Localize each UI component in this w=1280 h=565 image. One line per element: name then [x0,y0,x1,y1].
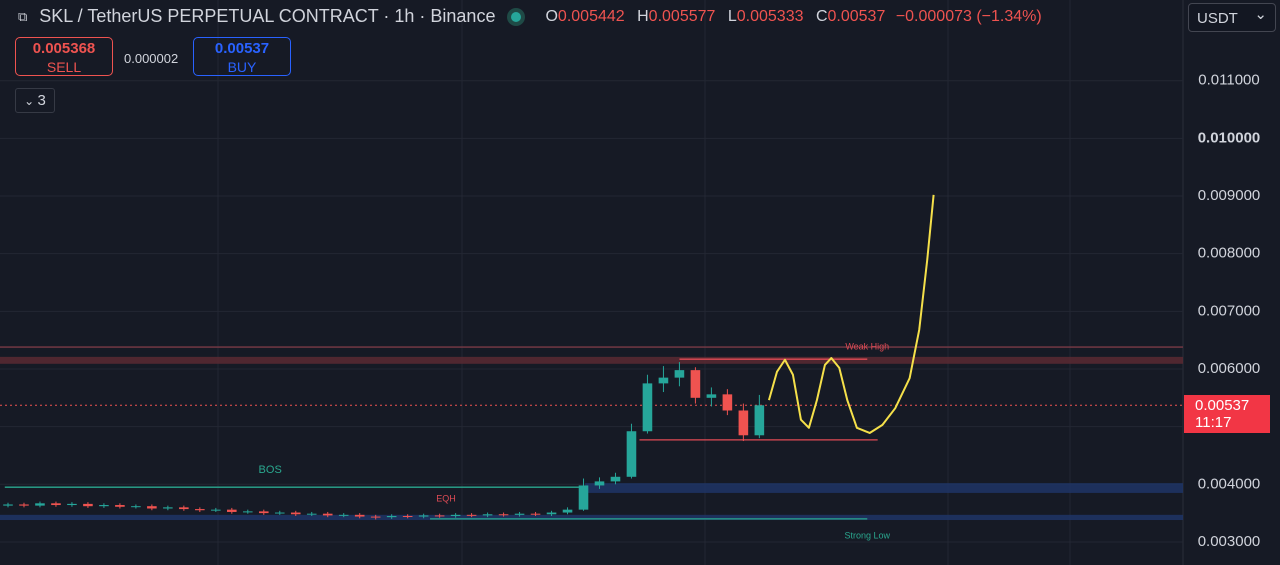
sell-label: SELL [46,59,82,75]
ohlc-value: 0.005442 [557,7,625,25]
candle-body [3,504,13,506]
candle-body [722,394,733,411]
zone [0,356,1183,364]
candle-body [147,506,157,509]
candle-body [338,514,349,516]
candle-body [195,509,205,511]
candle-body [562,509,573,513]
candle-body [35,503,45,506]
candle-body [642,383,653,432]
candle-body [706,394,717,398]
candle-body [115,505,125,507]
candle-body [370,516,381,518]
candle-body [51,503,61,506]
ohlc-value: 0.005333 [736,7,804,25]
ohlc-value: 0.005577 [648,7,716,25]
candle-body [386,515,397,518]
candle-body [227,509,237,512]
candle-body [19,504,29,506]
candle-body [131,506,141,508]
y-tick-label: 0.011000 [1198,72,1259,89]
indicator-count: 3 [37,92,46,109]
candle-body [179,507,189,510]
candle-body [290,512,301,515]
y-tick-label: 0.004000 [1198,475,1261,492]
indicators-toggle[interactable]: ⌄ 3 [15,88,55,113]
candle-body [466,514,477,516]
y-tick-label: 0.003000 [1198,533,1261,550]
countdown: 11:17 [1195,414,1232,431]
candle-body [482,514,493,516]
buy-label: BUY [227,59,257,75]
ohlc-label: O [545,7,558,25]
change: −0.000073 (−1.34%) [895,7,1042,25]
candle-body [402,515,413,517]
candle-body [626,431,637,477]
y-tick-label: 0.009000 [1198,187,1261,204]
candle-body [434,515,445,517]
y-tick-label: 0.007000 [1198,302,1261,319]
y-tick-label: 0.006000 [1198,360,1261,377]
candle-body [610,476,621,482]
y-tick-label: 0.008000 [1198,245,1261,262]
vertical-grid [217,0,1071,565]
candle-body [578,485,589,510]
ohlc: O0.005442 H0.005577 L0.005333 C0.00537 −… [537,8,1041,26]
currency: USDT [1197,10,1238,27]
header: ⧉ SKL / TetherUS PERPETUAL CONTRACT · 1h… [18,6,1042,27]
annotation: BOS [259,464,282,476]
annotation: Strong Low [845,531,891,541]
candle-body [690,370,701,398]
buy-button[interactable]: 0.00537 BUY [193,37,291,76]
candle-body [594,481,605,486]
sell-price: 0.005368 [32,40,96,57]
last-price-label: 0.00537 11:17 [1184,395,1270,433]
candle-body [83,503,93,507]
ohlc-label: H [637,7,649,25]
spread: 0.000002 [124,51,179,66]
candle-body [99,505,109,507]
candle-body [274,512,285,514]
candle-body [754,405,765,436]
projection-path [767,194,935,434]
zone [0,514,1183,521]
candle-body [738,410,749,436]
candle-body [322,513,333,516]
candle-body [211,509,221,511]
ohlc-label: L [727,7,737,25]
candle-body [450,514,461,516]
candle-body [258,511,269,514]
candle-body [163,507,173,509]
candle-body [658,377,669,384]
title: SKL / TetherUS PERPETUAL CONTRACT · 1h ·… [39,6,496,26]
candle-body [674,370,685,378]
annotation: Weak High [845,341,889,351]
currency-select[interactable]: USDT [1188,0,1276,32]
candle-body [546,512,557,515]
last-price: 0.00537 [1195,397,1250,414]
candle-body [67,503,77,506]
candle-body [498,514,509,516]
candle-body [242,511,253,513]
annotation: EQH [436,494,456,504]
sell-button[interactable]: 0.005368 SELL [15,37,113,76]
candle-body [354,514,365,517]
symbol-icon: ⧉ [18,8,28,24]
price-axis-bg [1183,0,1280,565]
zone [585,483,1183,493]
candle-body [306,513,317,515]
ohlc-value: 0.00537 [827,7,886,25]
candle-body [418,515,429,517]
candle-body [514,513,525,515]
ohlc-label: C [815,7,828,25]
candle-body [530,513,541,515]
status-dot [511,11,522,22]
buy-price: 0.00537 [214,40,270,57]
y-tick-label: 0.010000 [1198,129,1261,146]
